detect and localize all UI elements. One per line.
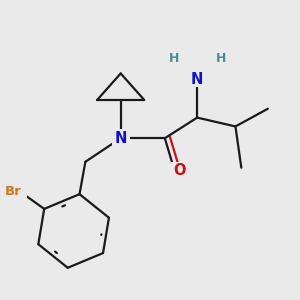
- Text: Br: Br: [5, 185, 22, 198]
- Text: N: N: [191, 72, 203, 87]
- Bar: [213, 51, 228, 66]
- Text: H: H: [215, 52, 226, 65]
- Bar: [112, 129, 130, 147]
- Bar: [189, 71, 205, 87]
- Bar: [166, 51, 181, 66]
- Text: O: O: [173, 163, 186, 178]
- Bar: [171, 162, 188, 179]
- Text: N: N: [115, 131, 127, 146]
- Bar: [0, 182, 27, 200]
- Text: H: H: [169, 52, 179, 65]
